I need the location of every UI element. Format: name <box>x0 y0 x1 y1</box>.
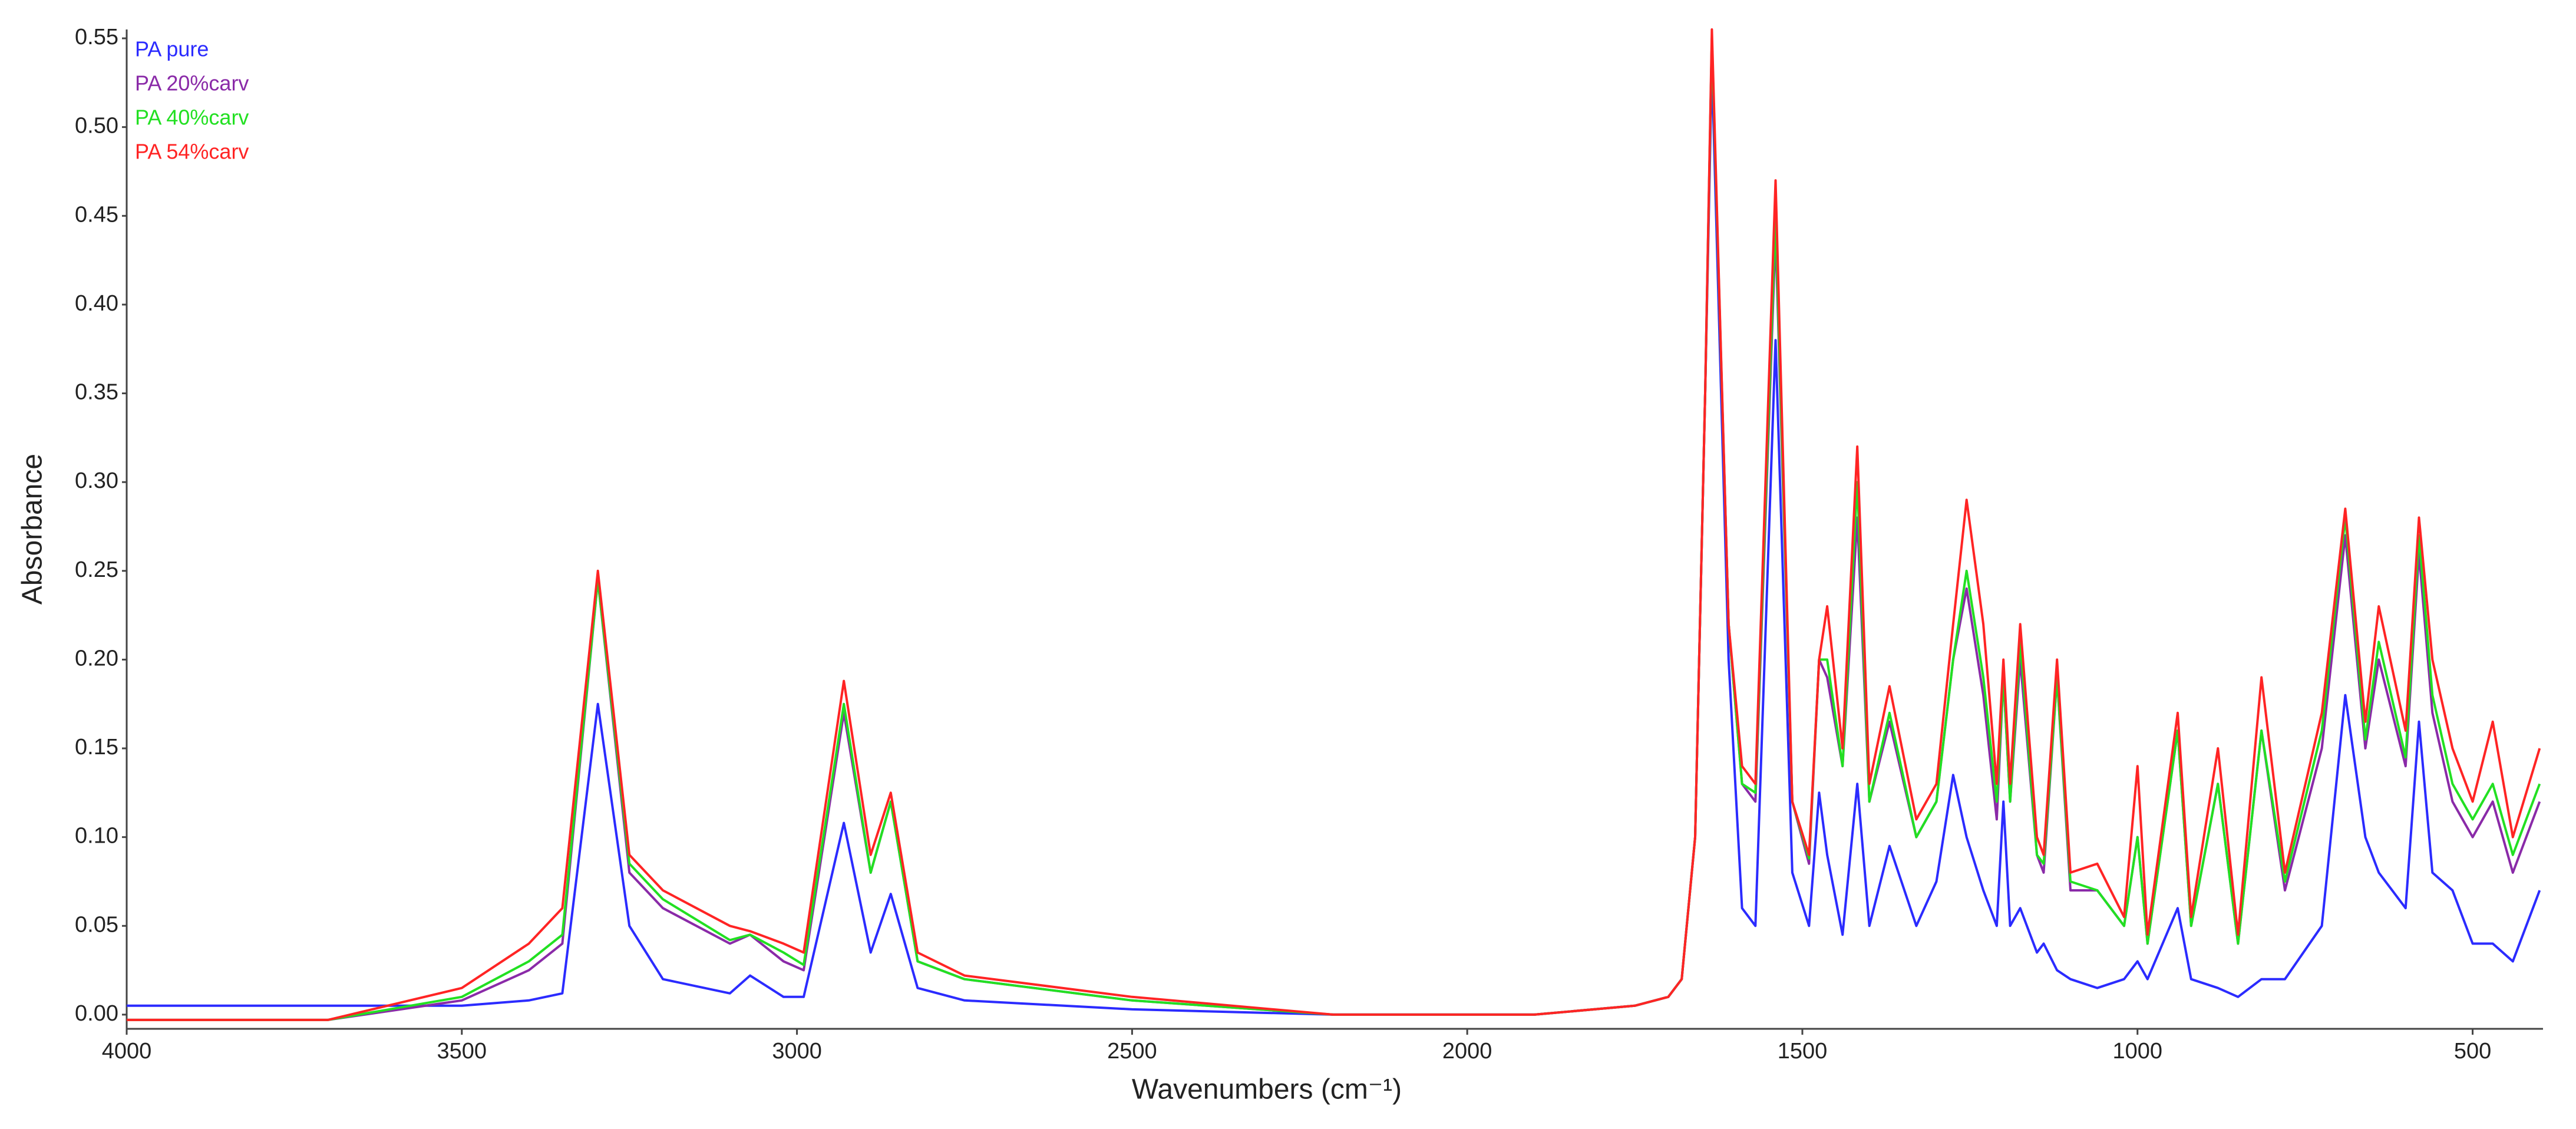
legend-entry: PA 54%carv <box>135 140 249 164</box>
spectrum-line <box>127 37 2541 1021</box>
y-tick-label: 0.45 <box>75 202 118 227</box>
x-tick-label: 4000 <box>102 1039 152 1064</box>
spectrum-line <box>127 37 2541 1021</box>
spectrum-line <box>127 64 2541 1016</box>
y-tick-label: 0.40 <box>75 291 118 316</box>
y-tick-label: 0.55 <box>75 25 118 49</box>
legend-entry: PA pure <box>135 37 209 61</box>
legend-entry: PA 40%carv <box>135 105 249 130</box>
x-tick-label: 500 <box>2454 1039 2491 1064</box>
y-tick-label: 0.30 <box>75 468 118 493</box>
y-tick-label: 0.20 <box>75 646 118 671</box>
y-axis-label: Absorbance <box>17 454 48 605</box>
y-tick-label: 0.05 <box>75 912 118 937</box>
x-tick-label: 1500 <box>1778 1039 1828 1064</box>
x-tick-label: 2000 <box>1442 1039 1492 1064</box>
y-tick-label: 0.10 <box>75 824 118 849</box>
y-tick-label: 0.00 <box>75 1001 118 1026</box>
y-tick-label: 0.50 <box>75 114 118 138</box>
y-tick-label: 0.15 <box>75 735 118 760</box>
spectrum-line <box>127 28 2541 1021</box>
x-tick-label: 2500 <box>1107 1039 1157 1064</box>
y-tick-label: 0.35 <box>75 380 118 405</box>
legend-entry: PA 20%carv <box>135 71 249 95</box>
y-tick-label: 0.25 <box>75 557 118 582</box>
x-axis-label: Wavenumbers (cm⁻¹) <box>1132 1074 1402 1105</box>
x-tick-label: 3500 <box>437 1039 487 1064</box>
x-tick-label: 3000 <box>772 1039 822 1064</box>
x-tick-label: 1000 <box>2112 1039 2162 1064</box>
